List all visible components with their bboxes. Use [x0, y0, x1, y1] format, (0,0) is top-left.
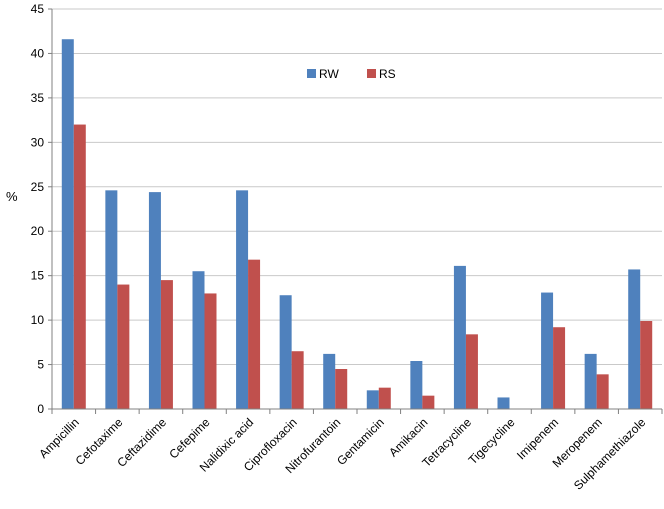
axes — [51, 9, 663, 414]
x-category-label: Amikacin — [386, 415, 430, 459]
bar-rs-cefotaxime — [117, 284, 130, 409]
legend-swatch-rw — [307, 69, 316, 78]
bar-rw-tetracycline — [453, 265, 466, 409]
bar-rw-imipenem — [541, 292, 554, 409]
bar-rw-sulphamethiazole — [628, 269, 641, 409]
bar-rs-amikacin — [422, 395, 435, 409]
bar-rw-cefotaxime — [105, 190, 118, 409]
bar-rs-tetracycline — [465, 334, 478, 409]
bars — [61, 39, 653, 410]
bar-rs-meropenem — [596, 374, 609, 409]
gridlines — [52, 8, 662, 366]
y-tick-label: 45 — [31, 2, 45, 16]
bar-rw-ceftazidime — [148, 192, 161, 409]
bar-rw-nalidixic-acid — [236, 190, 249, 409]
y-tick-label: 15 — [31, 269, 45, 283]
bar-rw-ampicillin — [61, 39, 74, 409]
category-labels: AmpicillinCefotaximeCeftazidimeCefepimeN… — [36, 415, 648, 493]
y-tick-label: 0 — [37, 402, 44, 416]
y-tick-label: 10 — [31, 313, 45, 327]
bar-rw-tigecycline — [497, 397, 510, 409]
bar-rs-nitrofurantoin — [335, 369, 348, 409]
y-tick-label: 20 — [31, 224, 45, 238]
y-tick-label: 30 — [31, 135, 45, 149]
y-tick-label: 40 — [31, 46, 45, 60]
bar-rw-amikacin — [410, 361, 423, 409]
y-tick-label: 35 — [31, 91, 45, 105]
bar-rw-gentamicin — [366, 390, 379, 409]
bar-rs-cefepime — [204, 293, 217, 409]
bar-rs-ciprofloxacin — [291, 351, 304, 409]
y-axis-title: % — [6, 189, 18, 204]
bar-rw-cefepime — [192, 271, 205, 409]
y-tick-label: 25 — [31, 180, 45, 194]
bar-rs-sulphamethiazole — [640, 321, 653, 409]
legend-swatch-rs — [367, 69, 376, 78]
y-tick-label: 5 — [37, 358, 44, 372]
legend: RW RS — [307, 67, 396, 81]
bar-rw-ciprofloxacin — [279, 295, 292, 409]
legend-label-rw: RW — [319, 67, 339, 81]
x-category-label: Ampicillin — [36, 415, 82, 461]
x-category-label: Tigecycline — [466, 415, 518, 467]
legend-label-rs: RS — [379, 67, 396, 81]
bar-rs-nalidixic-acid — [248, 259, 261, 409]
bar-rs-ceftazidime — [160, 280, 173, 409]
bar-rs-gentamicin — [378, 387, 391, 409]
x-category-label: Gentamicin — [334, 415, 387, 468]
bar-rs-ampicillin — [73, 124, 86, 410]
bar-rw-nitrofurantoin — [323, 353, 336, 409]
y-tick-labels: 0 5 10 15 20 25 30 35 40 45 — [31, 2, 52, 416]
bar-rs-imipenem — [553, 327, 566, 409]
bar-rw-meropenem — [584, 353, 597, 409]
